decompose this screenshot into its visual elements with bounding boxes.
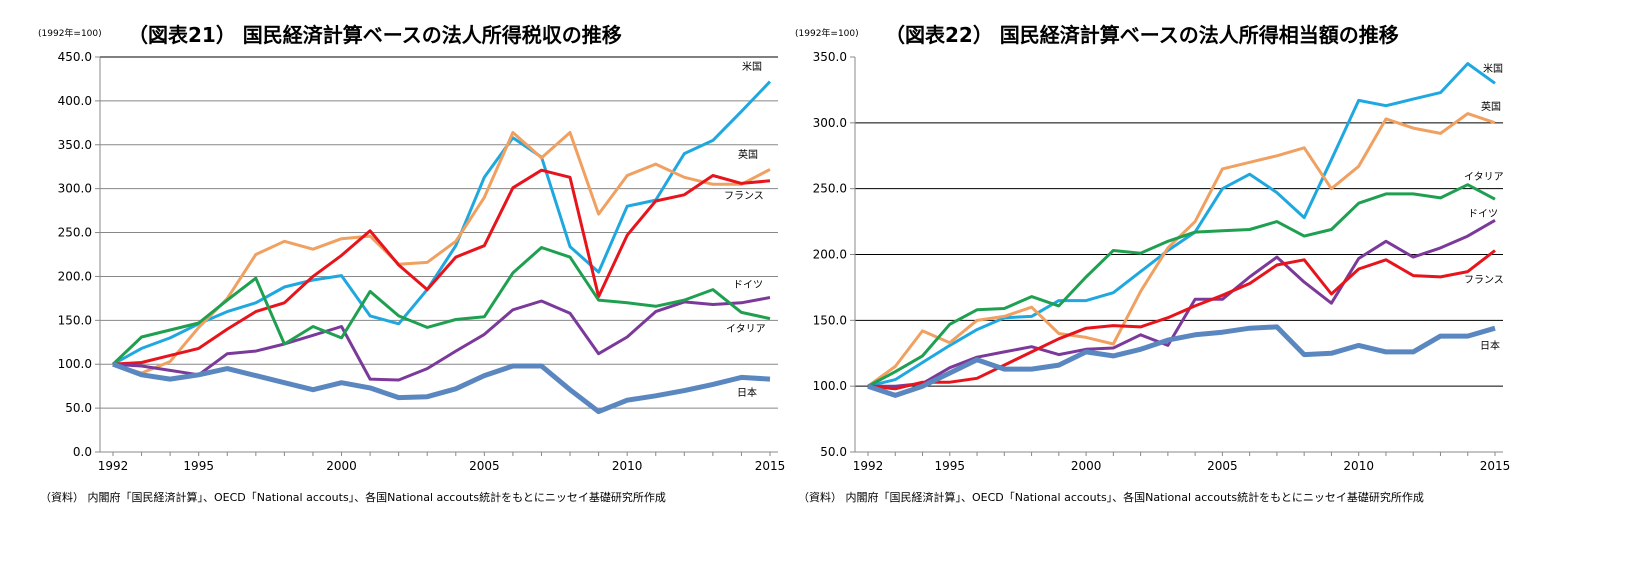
x-tick-label: 2000 [1071, 459, 1102, 473]
series-line-5 [867, 324, 1496, 398]
unit-note: (1992年=100) [795, 27, 859, 39]
y-tick-label: 250.0 [813, 182, 847, 196]
series-line-1 [867, 112, 1496, 388]
series-line-0 [112, 80, 772, 366]
series-label: 米国 [742, 60, 762, 73]
y-tick-label: 150.0 [813, 313, 847, 327]
y-tick-label: 450.0 [58, 50, 92, 64]
series-label: イタリア [1464, 171, 1504, 183]
unit-note: (1992年=100) [38, 27, 102, 39]
series-line-5 [112, 361, 771, 415]
series-label: 英国 [738, 148, 758, 161]
x-tick-label: 1992 [853, 459, 884, 473]
x-tick-label: 2000 [326, 459, 357, 473]
x-tick-label: 2015 [1480, 459, 1511, 473]
y-tick-label: 300.0 [58, 182, 92, 196]
x-tick-label: 2015 [755, 459, 786, 473]
x-tick-label: 1995 [935, 459, 966, 473]
y-tick-label: 50.0 [65, 401, 92, 415]
source-note: （資料） 内閣府「国民経済計算」、OECD「National accouts」、… [40, 490, 666, 504]
y-tick-label: 0.0 [73, 445, 92, 459]
series-line-4 [867, 249, 1496, 391]
series-label: 英国 [1481, 100, 1501, 113]
series-label: イタリア [726, 323, 766, 335]
x-tick-label: 2010 [1343, 459, 1374, 473]
series-label: 日本 [737, 386, 757, 399]
y-tick-label: 100.0 [813, 379, 847, 393]
y-tick-label: 350.0 [813, 50, 847, 64]
series-line-3 [112, 296, 771, 382]
chart-22: (1992年=100) （図表22） 国民経済計算ベースの法人所得相当額の推移 … [795, 23, 1510, 504]
series-line-2 [112, 168, 771, 366]
y-tick-label: 200.0 [58, 269, 92, 283]
chart-21: (1992年=100) （図表21） 国民経済計算ベースの法人所得税収の推移 （… [38, 23, 785, 504]
y-tick-label: 150.0 [58, 313, 92, 327]
series-label: フランス [724, 190, 764, 202]
chart-title: （図表21） 国民経済計算ベースの法人所得税収の推移 [128, 23, 622, 47]
series-line-0 [867, 62, 1496, 388]
source-note: （資料） 内閣府「国民経済計算」、OECD「National accouts」、… [798, 490, 1424, 504]
series-line-1 [112, 131, 771, 375]
x-tick-label: 1995 [183, 459, 214, 473]
x-tick-label: 2005 [1207, 459, 1238, 473]
y-tick-label: 200.0 [813, 248, 847, 262]
series-label: 日本 [1480, 339, 1500, 352]
series-line-4 [111, 246, 771, 366]
x-tick-label: 2005 [469, 459, 500, 473]
y-tick-label: 100.0 [58, 357, 92, 371]
series-line-3 [868, 219, 1496, 388]
y-tick-label: 350.0 [58, 138, 92, 152]
y-tick-label: 400.0 [58, 94, 92, 108]
chart-title: （図表22） 国民経済計算ベースの法人所得相当額の推移 [885, 23, 1399, 47]
y-tick-label: 250.0 [58, 226, 92, 240]
x-tick-label: 1992 [98, 459, 129, 473]
series-label: フランス [1464, 274, 1504, 286]
y-tick-label: 300.0 [813, 116, 847, 130]
series-label: 米国 [1483, 62, 1503, 75]
x-tick-label: 2010 [612, 459, 643, 473]
y-tick-label: 50.0 [820, 445, 847, 459]
series-label: ドイツ [1468, 209, 1498, 220]
series-label: ドイツ [733, 280, 763, 291]
series-line-2 [867, 183, 1496, 388]
